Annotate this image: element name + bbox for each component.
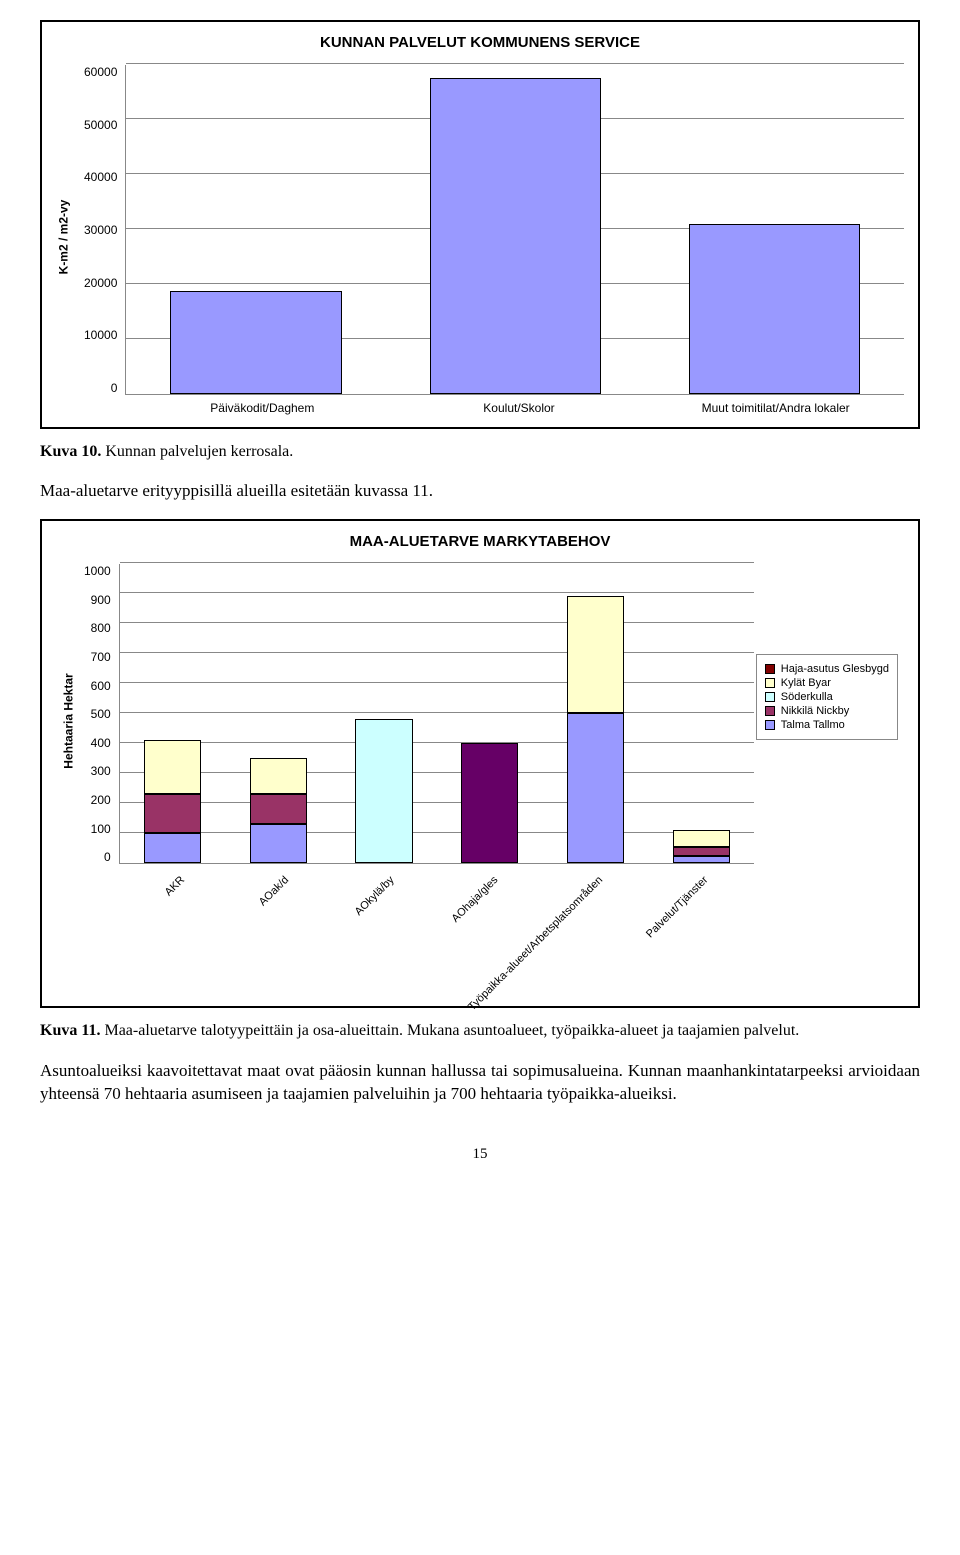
bar-segment [461,743,518,863]
ytick: 700 [91,650,111,664]
ytick: 600 [91,679,111,693]
ytick: 200 [91,793,111,807]
chart2-area: Hehtaaria Hektar 10009008007006005004003… [56,564,904,994]
bar-segment [673,847,730,856]
legend-label: Kylät Byar [781,677,831,689]
ytick: 60000 [84,65,117,79]
xlabel: Muut toimitilat/Andra lokaler [647,401,904,415]
bar-segment [673,856,730,864]
bar-segment [250,758,307,794]
chart2-legend: Haja-asutus Glesbygd Kylät Byar Söderkulla… [756,654,898,740]
chart2-yticks: 10009008007006005004003002001000 [84,564,119,864]
chart1-plot [125,65,904,395]
bar [689,224,860,395]
legend-label: Talma Tallmo [781,719,845,731]
bar [170,291,341,394]
chart2-container: MAA-ALUETARVE MARKYTABEHOV Hehtaaria Hek… [40,519,920,1008]
bar-segment [144,740,201,794]
ytick: 40000 [84,170,117,184]
legend-label: Nikkilä Nickby [781,705,849,717]
bar-segment [144,833,201,863]
legend-item: Talma Tallmo [765,719,889,731]
page-number: 15 [40,1146,920,1163]
chart2-ylabel: Hehtaaria Hektar [62,673,76,768]
ytick: 10000 [84,328,117,342]
legend-item: Söderkulla [765,691,889,703]
legend-item: Kylät Byar [765,677,889,689]
ytick: 100 [91,822,111,836]
xlabel: Koulut/Skolor [391,401,648,415]
chart2-title: MAA-ALUETARVE MARKYTABEHOV [56,533,904,550]
bar-segment [567,713,624,863]
caption1: Kuva 10. Kunnan palvelujen kerrosala. [40,441,920,463]
chart1-ylabel: K-m2 / m2-vy [56,200,70,275]
legend-swatch [765,706,775,716]
legend-item: Nikkilä Nickby [765,705,889,717]
ytick: 0 [104,850,111,864]
bar-segment [250,824,307,863]
legend-label: Söderkulla [781,691,833,703]
ytick: 400 [91,736,111,750]
ytick: 0 [111,381,118,395]
bar-segment [673,830,730,847]
ytick: 20000 [84,276,117,290]
chart1-area: K-m2 / m2-vy 60000 50000 40000 30000 20000 10… [56,65,904,415]
caption2: Kuva 11. Maa-aluetarve talotyypeittäin j… [40,1020,920,1042]
legend-swatch [765,664,775,674]
bar-segment [355,719,412,863]
bar-segment [250,794,307,824]
para1: Maa-aluetarve erityyppisillä alueilla es… [40,479,920,503]
ytick: 1000 [84,564,111,578]
chart1-title: KUNNAN PALVELUT KOMMUNENS SERVICE [56,34,904,51]
ytick: 300 [91,764,111,778]
ytick: 30000 [84,223,117,237]
bar [430,78,601,394]
legend-swatch [765,678,775,688]
xlabel: AOkylä/by [352,874,482,1004]
chart2-xlabels: AKRAOak/dAOkylä/byAOhaja/glesTyöpaikka-a… [126,864,754,994]
ytick: 900 [91,593,111,607]
chart2-plot [119,564,754,864]
bar-segment [567,596,624,713]
ytick: 50000 [84,118,117,132]
legend-swatch [765,692,775,702]
xlabel: Päiväkodit/Daghem [134,401,391,415]
para2: Asuntoalueiksi kaavoitettavat maat ovat … [40,1059,920,1107]
legend-item: Haja-asutus Glesbygd [765,663,889,675]
xlabel: Palvelut/Tjänster [644,874,797,1027]
ytick: 800 [91,621,111,635]
legend-label: Haja-asutus Glesbygd [781,663,889,675]
chart1-yticks: 60000 50000 40000 30000 20000 10000 0 [84,65,125,395]
bar-segment [144,794,201,833]
ytick: 500 [91,707,111,721]
xlabel: AKR [162,874,273,985]
chart1-container: KUNNAN PALVELUT KOMMUNENS SERVICE K-m2 /… [40,20,920,429]
xlabel: AOak/d [257,874,378,995]
chart1-xlabels: Päiväkodit/DaghemKoulut/SkolorMuut toimi… [134,401,904,415]
legend-swatch [765,720,775,730]
